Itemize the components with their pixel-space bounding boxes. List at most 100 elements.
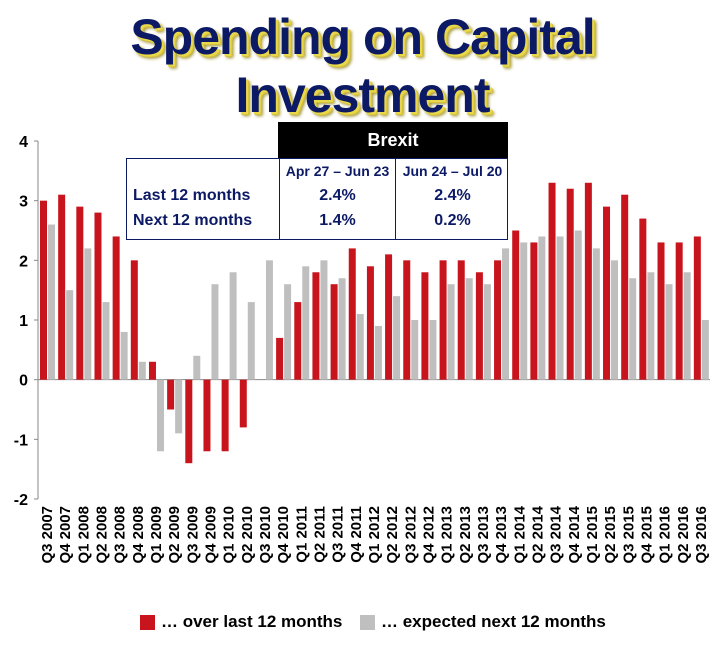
bar-next-12-months: [211, 284, 219, 380]
row1-value-2: 2.4%: [434, 187, 471, 204]
x-tick-label: Q4 2013: [493, 506, 510, 564]
bar-next-12-months: [665, 284, 673, 380]
bar-last-12-months: [294, 302, 302, 380]
bar-next-12-months: [102, 302, 110, 380]
legend-item-gray: … expected next 12 months: [360, 612, 606, 632]
x-tick-label: Q3 2008: [112, 506, 129, 564]
bar-last-12-months: [621, 194, 629, 380]
bar-last-12-months: [330, 284, 338, 380]
x-tick-label: Q1 2014: [511, 505, 528, 563]
x-tick-label: Q1 2010: [221, 506, 238, 564]
bar-last-12-months: [312, 272, 320, 380]
bar-last-12-months: [385, 254, 393, 380]
x-tick-label: Q2 2014: [529, 505, 546, 563]
y-tick-label: 2: [19, 253, 28, 270]
bar-next-12-months: [247, 302, 255, 380]
x-tick-label: Q4 2012: [420, 506, 437, 564]
x-tick-label: Q2 2012: [384, 506, 401, 564]
bar-next-12-months: [302, 266, 310, 380]
bar-last-12-months: [494, 260, 502, 380]
x-tick-label: Q3 2007: [39, 506, 56, 564]
x-tick-label: Q2 2009: [166, 506, 183, 564]
x-tick-label: Q2 2013: [457, 506, 474, 564]
y-tick-label: 1: [19, 313, 28, 330]
x-tick-label: Q4 2015: [638, 506, 655, 564]
y-tick-label: -2: [14, 492, 28, 509]
bar-last-12-months: [693, 236, 701, 380]
bar-next-12-months: [520, 242, 528, 380]
y-tick-label: 3: [19, 194, 28, 211]
bar-last-12-months: [112, 236, 120, 380]
bar-next-12-months: [84, 248, 92, 380]
x-tick-label: Q3 2014: [548, 505, 565, 563]
x-tick-label: Q3 2016: [693, 506, 710, 564]
bar-next-12-months: [156, 379, 164, 452]
x-tick-label: Q3 2015: [620, 506, 637, 564]
bar-next-12-months: [447, 284, 455, 380]
x-tick-label: Q1 2008: [75, 506, 92, 564]
bar-last-12-months: [58, 194, 66, 380]
bar-next-12-months: [356, 314, 364, 380]
col-header-2: Jun 24 – Jul 20: [402, 163, 503, 179]
brexit-header: Brexit: [278, 122, 508, 158]
legend-swatch-gray: [360, 614, 375, 630]
col-header-1: Apr 27 – Jun 23: [285, 163, 390, 179]
x-tick-label: Q1 2015: [584, 506, 601, 564]
bar-last-12-months: [94, 212, 102, 380]
chart-bars: [40, 182, 709, 464]
bar-last-12-months: [639, 218, 647, 380]
x-axis-labels: Q3 2007 Q4 2007 Q1 2008 Q2 2008 Q3 2008 Q4 20…: [39, 505, 710, 563]
bar-last-12-months: [439, 260, 447, 380]
bar-last-12-months: [130, 260, 138, 380]
bar-next-12-months: [502, 248, 510, 380]
bar-last-12-months: [421, 272, 429, 380]
bar-last-12-months: [403, 260, 411, 380]
bar-last-12-months: [512, 230, 520, 380]
bar-last-12-months: [40, 200, 47, 380]
x-tick-label: Q3 2010: [257, 506, 274, 564]
bar-next-12-months: [611, 260, 619, 380]
bar-last-12-months: [566, 188, 574, 380]
bar-last-12-months: [276, 337, 284, 380]
bar-next-12-months: [411, 320, 419, 380]
x-tick-label: Q1 2011: [293, 506, 310, 563]
legend-swatch-red: [140, 614, 155, 630]
y-tick-label: 0: [19, 373, 28, 390]
bar-next-12-months: [483, 284, 491, 380]
y-tick-label: 4: [19, 134, 28, 151]
x-tick-label: Q1 2009: [148, 506, 165, 564]
row2-value-2: 0.2%: [434, 212, 471, 229]
bar-last-12-months: [657, 242, 665, 380]
x-tick-label: Q2 2010: [239, 506, 256, 564]
x-tick-label: Q2 2015: [602, 506, 619, 564]
bar-next-12-months: [701, 320, 709, 380]
bar-last-12-months: [203, 379, 211, 452]
bar-last-12-months: [239, 379, 247, 428]
x-tick-label: Q2 2008: [94, 506, 111, 564]
bar-next-12-months: [320, 260, 328, 380]
x-tick-label: Q1 2016: [657, 506, 674, 564]
legend-label-gray: … expected next 12 months: [381, 612, 606, 631]
bar-last-12-months: [148, 361, 156, 380]
bar-next-12-months: [538, 236, 546, 380]
bar-last-12-months: [348, 248, 356, 380]
x-tick-label: Q4 2007: [57, 506, 74, 564]
bar-next-12-months: [48, 224, 55, 380]
bar-next-12-months: [574, 230, 582, 380]
chart-title: Spending on Capital Investment: [130, 9, 595, 123]
legend-label-red: … over last 12 months: [161, 612, 343, 631]
bar-next-12-months: [592, 248, 600, 380]
bar-next-12-months: [120, 331, 128, 380]
row-label-last: Last 12 months: [133, 187, 251, 204]
bar-next-12-months: [393, 296, 401, 380]
x-tick-label: Q3 2013: [475, 506, 492, 564]
bar-last-12-months: [167, 379, 175, 410]
bar-next-12-months: [429, 320, 437, 380]
x-tick-label: Q1 2012: [366, 506, 383, 564]
bar-next-12-months: [66, 290, 74, 380]
bar-last-12-months: [457, 260, 465, 380]
bar-last-12-months: [584, 182, 592, 380]
bar-next-12-months: [374, 325, 382, 380]
x-tick-label: Q4 2009: [203, 506, 220, 564]
